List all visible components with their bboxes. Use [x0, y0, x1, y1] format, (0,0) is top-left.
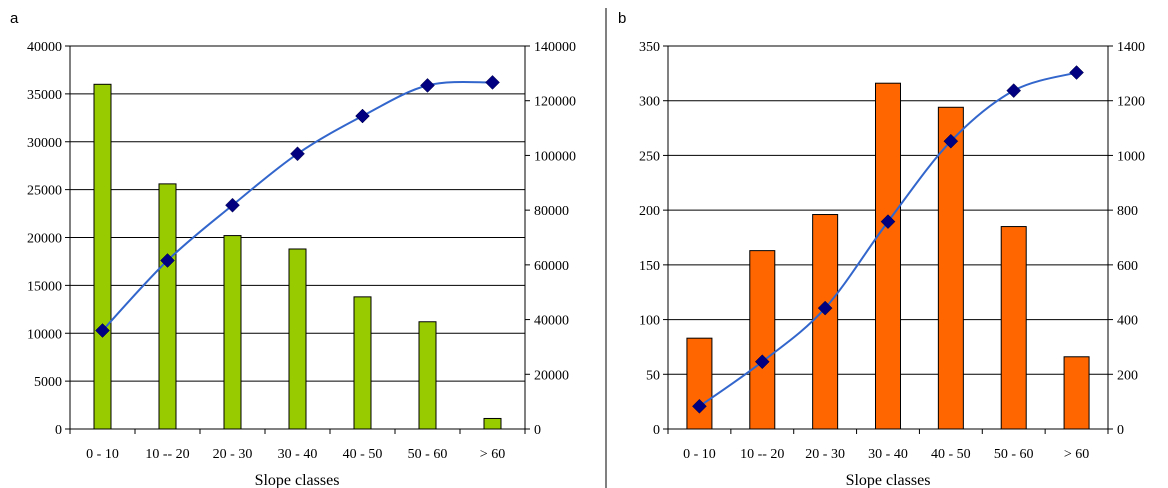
bar	[875, 82, 901, 430]
diamond-marker	[692, 398, 707, 414]
x-axis-ticks: 0 - 10 10 -- 20 20 - 30 30 - 40 40 - 50 50 - …	[667, 429, 1109, 462]
left-tick-label: 10000	[27, 327, 62, 342]
bar	[1000, 226, 1027, 430]
left-tick-label: 300	[639, 95, 660, 110]
bar	[353, 296, 372, 430]
right-tick-label: 80000	[534, 204, 569, 219]
left-tick-label: 350	[639, 40, 660, 55]
right-tick-label: 1400	[1117, 40, 1145, 55]
bar	[1063, 356, 1090, 430]
bar-series	[93, 83, 502, 430]
diamond-marker	[754, 354, 770, 370]
chart-panel-a: a 0 5000 10000 15000 20000 25000 30000 35000 400…	[10, 10, 576, 488]
diamond-marker	[160, 253, 175, 268]
left-tick-label: 50	[646, 368, 660, 383]
diamond-marker	[880, 214, 896, 229]
right-tick-label: 60000	[534, 259, 569, 274]
left-tick-label: 35000	[27, 88, 62, 103]
diamond-marker	[817, 300, 833, 316]
left-tick-label: 5000	[34, 375, 62, 390]
bar	[418, 321, 437, 430]
diamond-marker	[1069, 65, 1084, 80]
x-tick-label: 30 - 40	[868, 447, 908, 462]
right-tick-label: 200	[1117, 368, 1138, 383]
right-tick-label: 0	[534, 423, 541, 438]
x-tick-label: 40 - 50	[931, 447, 971, 462]
x-tick-label: 40 - 50	[343, 447, 383, 462]
left-tick-label: 250	[639, 149, 660, 164]
bar-series	[686, 82, 1090, 430]
diamond-marker	[225, 197, 240, 213]
right-axis-ticks: 0 200 400 600 800 1000 1200 1400	[1108, 40, 1145, 438]
left-tick-label: 200	[639, 204, 660, 219]
right-tick-label: 0	[1117, 423, 1124, 438]
right-tick-label: 800	[1117, 204, 1138, 219]
axes	[667, 46, 1109, 430]
left-tick-label: 0	[653, 423, 660, 438]
cumulative-line-series	[692, 65, 1084, 414]
left-tick-label: 0	[55, 423, 62, 438]
diamond-marker	[420, 78, 435, 93]
right-tick-label: 1000	[1117, 149, 1145, 164]
right-tick-label: 120000	[534, 95, 576, 110]
bar	[686, 337, 713, 430]
diamond-marker	[290, 146, 305, 162]
x-tick-label: 10 -- 20	[740, 447, 784, 462]
bar	[937, 106, 964, 430]
x-tick-label: 20 - 30	[805, 447, 845, 462]
right-axis-ticks: 0 20000 40000 60000 80000 100000 120000 140000	[525, 40, 576, 438]
right-tick-label: 20000	[534, 368, 569, 383]
x-tick-label: > 60	[1064, 447, 1089, 462]
bar	[288, 248, 307, 430]
left-tick-label: 30000	[27, 136, 62, 151]
bar	[483, 417, 502, 430]
left-tick-label: 40000	[27, 40, 62, 55]
x-axis-ticks: 0 - 10 10 -- 20 20 - 30 30 - 40 40 - 50 50 - …	[69, 429, 526, 462]
x-tick-label: 30 - 40	[278, 447, 318, 462]
right-tick-label: 40000	[534, 314, 569, 329]
x-tick-label: 50 - 60	[994, 447, 1034, 462]
left-tick-label: 100	[639, 314, 660, 329]
left-tick-label: 25000	[27, 184, 62, 199]
diamond-marker	[1006, 83, 1022, 98]
bar	[223, 235, 242, 430]
left-tick-label: 150	[639, 259, 660, 274]
x-tick-label: 0 - 10	[86, 447, 119, 462]
panel-label-a: a	[10, 10, 19, 27]
right-tick-label: 400	[1117, 314, 1138, 329]
x-axis-title: Slope classes	[255, 472, 340, 488]
chart-panel-b: b 0 50 100 150 200 250 300 350 0 200 400 600 800 100…	[618, 10, 1145, 488]
left-axis-ticks: 0 50 100 150 200 250 300 350	[639, 40, 668, 438]
cumulative-line-series	[95, 75, 500, 338]
x-axis-title: Slope classes	[846, 472, 931, 488]
diamond-marker	[943, 133, 959, 149]
right-tick-label: 140000	[534, 40, 576, 55]
x-tick-label: 50 - 60	[408, 447, 448, 462]
bar	[93, 83, 112, 430]
left-axis-ticks: 0 5000 10000 15000 20000 25000 30000 35000 40000	[27, 40, 70, 438]
x-tick-label: 0 - 10	[683, 447, 716, 462]
bar	[749, 250, 776, 430]
left-tick-label: 20000	[27, 232, 62, 247]
diamond-marker	[355, 108, 370, 124]
bar	[158, 183, 177, 430]
gridlines	[70, 45, 525, 382]
x-tick-label: 10 -- 20	[145, 447, 189, 462]
left-tick-label: 15000	[27, 279, 62, 294]
right-tick-label: 1200	[1117, 95, 1145, 110]
panel-label-b: b	[618, 10, 626, 27]
x-tick-label: 20 - 30	[213, 447, 253, 462]
right-tick-label: 600	[1117, 259, 1138, 274]
diamond-marker	[95, 323, 110, 338]
x-tick-label: > 60	[480, 447, 505, 462]
right-tick-label: 100000	[534, 149, 576, 164]
bar	[812, 214, 839, 430]
diamond-marker	[485, 75, 500, 90]
